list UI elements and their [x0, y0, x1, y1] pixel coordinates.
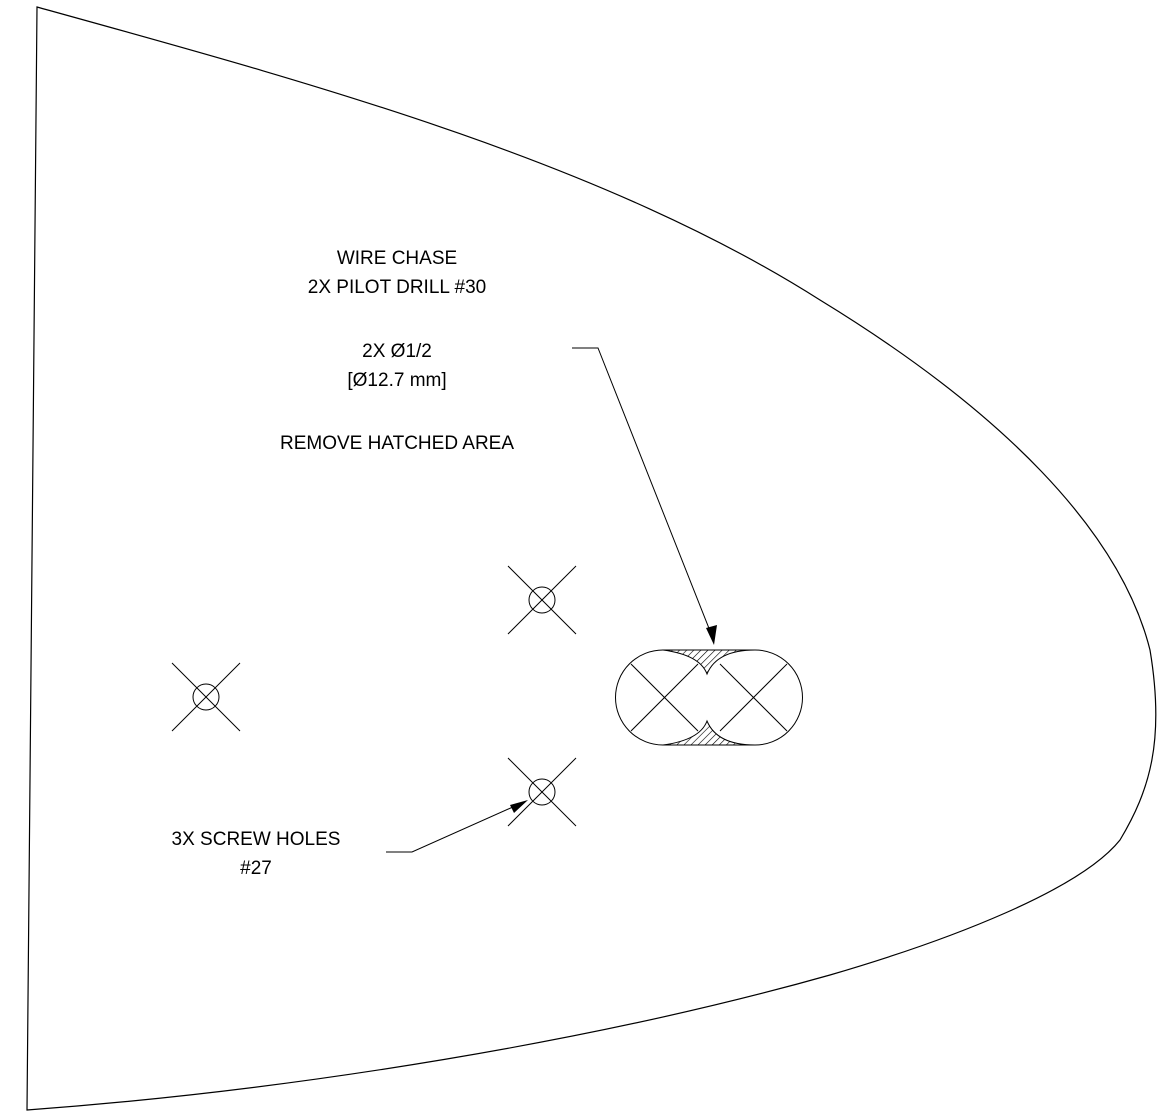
- screw-hole-lower: [507, 757, 577, 827]
- wire-chase-note-line1: WIRE CHASE: [337, 248, 457, 269]
- wire-chase-note-line4: [Ø12.7 mm]: [347, 370, 446, 391]
- screw-holes-note: 3X SCREW HOLES #27: [172, 829, 341, 879]
- screw-hole-left: [171, 662, 241, 732]
- leader-wire-chase: [572, 347, 717, 645]
- wire-chase-slot: [615, 649, 803, 746]
- wire-chase-note-line3: 2X Ø1/2: [362, 341, 432, 362]
- hatched-area-top: [662, 649, 756, 676]
- screw-hole-upper: [507, 565, 577, 635]
- screw-holes-note-line2: #27: [240, 858, 272, 879]
- screw-holes-note-line1: 3X SCREW HOLES: [172, 829, 341, 850]
- wire-chase-note-line5: REMOVE HATCHED AREA: [280, 433, 514, 454]
- leader-screw-holes: [386, 800, 528, 853]
- hatched-area-bottom: [662, 719, 756, 746]
- part-outline: [26, 6, 1157, 1111]
- wire-chase: [615, 649, 803, 746]
- wire-chase-note: WIRE CHASE 2X PILOT DRILL #30 2X Ø1/2 [Ø…: [280, 248, 514, 454]
- wire-chase-note-line2: 2X PILOT DRILL #30: [308, 277, 487, 298]
